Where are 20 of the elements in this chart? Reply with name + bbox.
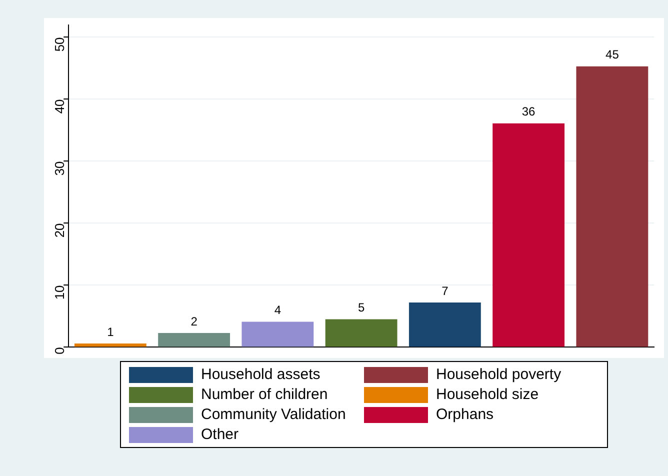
- y-tick-label: 30: [52, 161, 68, 176]
- legend-label: Household poverty: [436, 366, 562, 383]
- legend-label: Community Validation: [201, 406, 346, 423]
- data-label: 45: [606, 48, 620, 62]
- data-label: 5: [358, 300, 365, 315]
- legend-label: Household size: [436, 386, 539, 403]
- data-label: 7: [442, 284, 449, 298]
- data-label: 36: [522, 104, 536, 119]
- y-tick-label: 20: [52, 223, 68, 238]
- y-tick-label: 40: [52, 99, 68, 114]
- data-label: 1: [107, 324, 114, 339]
- legend-label: Other: [201, 426, 239, 443]
- y-tick-label: 10: [52, 285, 68, 300]
- y-tick-label: 0: [52, 347, 68, 354]
- data-label: 2: [190, 314, 198, 328]
- legend-label: Number of children: [201, 386, 328, 403]
- y-tick-label: 50: [52, 37, 68, 52]
- legend-label: Orphans: [436, 406, 494, 423]
- legend-label: Household assets: [201, 366, 320, 383]
- data-label: 4: [274, 303, 282, 318]
